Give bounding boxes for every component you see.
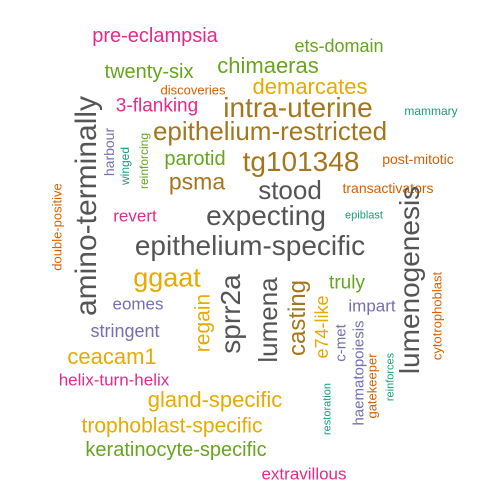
word-13: reinforcing: [137, 132, 151, 190]
word-5: discoveries: [160, 82, 226, 98]
word-28: ggaat: [133, 262, 201, 293]
word-7: 3-flanking: [115, 95, 199, 117]
word-12: epithelium-restricted: [152, 116, 388, 146]
word-30: lumena: [253, 277, 283, 363]
word-9: mammary: [404, 104, 458, 118]
word-3: chimaeras: [217, 53, 319, 78]
word-1: pre-eclampsia: [92, 25, 218, 47]
word-23: expecting: [206, 200, 326, 231]
word-20: transactivators: [342, 180, 434, 196]
word-42: gatekeeper: [364, 353, 380, 419]
word-24: double-positive: [49, 183, 65, 271]
word-21: revert: [113, 206, 157, 226]
word-18: psma: [168, 168, 226, 195]
word-45: restoration: [321, 383, 334, 435]
word-41: helix-turn-helix: [58, 370, 170, 390]
word-29: sprr2a: [215, 274, 246, 354]
word-4: twenty-six: [104, 61, 194, 83]
word-39: ceacam1: [67, 344, 157, 369]
word-35: regain: [191, 293, 215, 353]
word-17: post-mitotic: [382, 151, 454, 167]
word-2: ets-domain: [294, 36, 384, 56]
word-31: casting: [284, 279, 311, 357]
word-38: c-met: [332, 324, 350, 362]
word-22: epiblast: [345, 209, 383, 222]
word-16: tg101348: [242, 146, 360, 177]
word-37: stringent: [90, 321, 160, 341]
word-19: stood: [258, 175, 322, 205]
word-33: e74-like: [312, 295, 332, 359]
word-25: lumenogenesis: [394, 185, 425, 375]
word-26: epithelium-specific: [134, 230, 366, 261]
word-36: impart: [348, 296, 396, 316]
word-6: demarcates: [252, 74, 368, 99]
word-27: cytotrophoblast: [429, 271, 445, 361]
word-46: trophoblast-specific: [81, 414, 263, 438]
word-48: extravillous: [261, 464, 347, 484]
word-47: keratinocyte-specific: [85, 439, 267, 461]
word-11: harbour: [101, 127, 117, 177]
word-32: truly: [329, 272, 365, 294]
word-44: gland-specific: [147, 387, 283, 412]
word-34: eomes: [112, 294, 164, 314]
word-8: intra-uterine: [223, 92, 373, 123]
word-10: amino-terminally: [70, 95, 103, 317]
word-14: winged: [118, 146, 132, 186]
word-43: reinforces: [384, 352, 397, 402]
word-15: parotid: [164, 148, 226, 170]
